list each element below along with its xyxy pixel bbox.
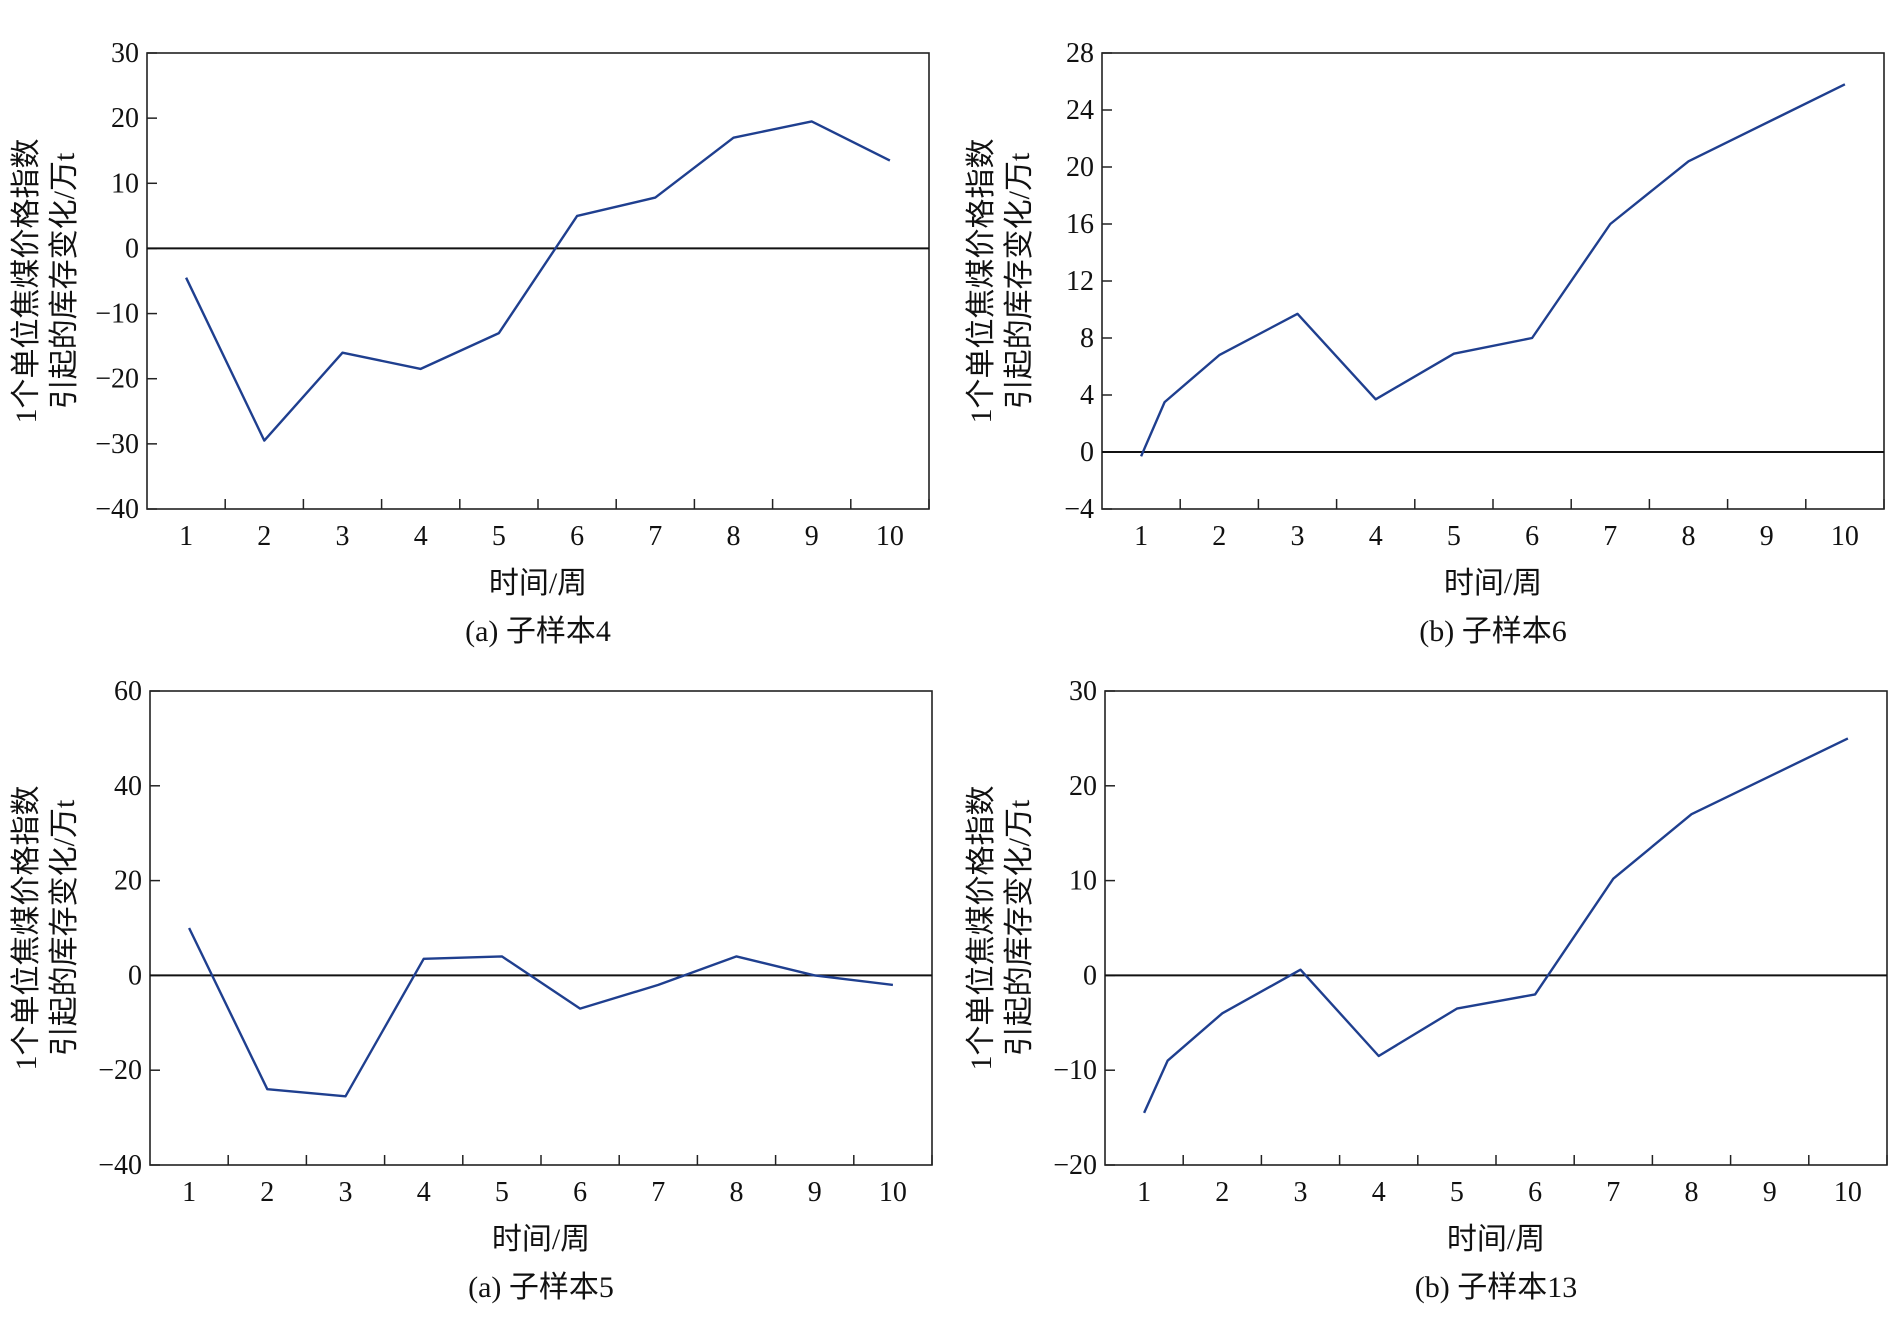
y-tick-label: 20 (1066, 152, 1094, 183)
series-line (1143, 737, 1849, 1114)
x-tick-label: 2 (257, 521, 271, 552)
chart-panel-4: 30 20 10 0 −10 −20 1 2 3 4 5 6 7 8 9 10 时间/周 (b) 子样本13 1个单… (965, 676, 1888, 1304)
x-tick-label: 5 (1450, 1177, 1464, 1208)
y-axis-title-line: 1个单位焦煤价格指数 (10, 786, 43, 1071)
y-axis-title-line: 1个单位焦煤价格指数 (965, 786, 998, 1071)
x-axis-title: 时间/周 (1447, 1223, 1545, 1256)
chart-panel-1: 30 20 10 0 −10 −20 −30 −40 1 2 3 4 5 6 7 8 9 10 时间/周 (a) 子样… (10, 38, 930, 648)
y-tick-label: 0 (1083, 960, 1097, 991)
y-tick-label: −10 (95, 299, 139, 330)
x-tick-label: 4 (1369, 521, 1383, 552)
x-tick-label: 8 (727, 521, 741, 552)
chart-panel-3: 60 40 20 0 −20 −40 1 2 3 4 5 6 7 8 9 10 时间/周 (a) 子样本5 1个单位… (10, 676, 933, 1304)
chart-caption: (a) 子样本4 (465, 615, 611, 648)
x-tick-label: 10 (876, 521, 904, 552)
y-tick-label: 20 (1069, 771, 1097, 802)
y-axis-title-line: 1个单位焦煤价格指数 (10, 139, 43, 424)
y-tick-label: 12 (1066, 266, 1094, 297)
y-tick-label: −40 (95, 494, 139, 525)
x-axis-title: 时间/周 (489, 567, 587, 600)
x-axis-title: 时间/周 (1444, 567, 1542, 600)
x-tick-label: 2 (260, 1177, 274, 1208)
x-tick-label: 3 (1294, 1177, 1308, 1208)
x-tick-label: 8 (1685, 1177, 1699, 1208)
y-axis-title-line: 1个单位焦煤价格指数 (965, 139, 998, 424)
y-tick-label: −10 (1053, 1055, 1097, 1086)
x-tick-label: 1 (182, 1177, 196, 1208)
y-tick-label: 60 (114, 676, 142, 707)
x-tick-label: 9 (805, 521, 819, 552)
x-tick-label: 5 (492, 521, 506, 552)
x-tick-label: 3 (339, 1177, 353, 1208)
x-tick-label: 5 (495, 1177, 509, 1208)
x-tick-label: 10 (879, 1177, 907, 1208)
y-axis-title-line: 引起的库存变化/万t (1003, 799, 1036, 1056)
y-tick-label: 28 (1066, 38, 1094, 69)
x-tick-label: 4 (1372, 1177, 1386, 1208)
y-tick-label: 40 (114, 771, 142, 802)
y-tick-label: 10 (1069, 866, 1097, 897)
x-tick-label: 2 (1215, 1177, 1229, 1208)
y-axis-title-line: 引起的库存变化/万t (1003, 152, 1036, 409)
y-tick-label: 0 (128, 960, 142, 991)
x-tick-label: 10 (1831, 521, 1859, 552)
x-tick-label: 3 (336, 521, 350, 552)
y-tick-label: −20 (95, 364, 139, 395)
x-tick-label: 9 (808, 1177, 822, 1208)
y-tick-label: 20 (111, 103, 139, 134)
y-tick-label: 20 (114, 866, 142, 897)
plot-frame (149, 690, 933, 1166)
y-tick-label: −20 (98, 1055, 142, 1086)
series-line (188, 927, 894, 1098)
plot-frame (1104, 690, 1888, 1166)
x-tick-label: 10 (1834, 1177, 1862, 1208)
y-tick-label: 0 (1080, 437, 1094, 468)
x-tick-label: 4 (414, 521, 428, 552)
y-tick-label: 8 (1080, 323, 1094, 354)
y-tick-label: 4 (1080, 380, 1094, 411)
x-tick-label: 7 (651, 1177, 665, 1208)
chart-caption: (b) 子样本13 (1415, 1271, 1577, 1304)
x-tick-label: 6 (573, 1177, 587, 1208)
y-tick-label: 30 (1069, 676, 1097, 707)
x-tick-label: 9 (1760, 521, 1774, 552)
y-tick-label: −40 (98, 1150, 142, 1181)
y-tick-label: 0 (125, 233, 139, 264)
y-tick-label: −30 (95, 429, 139, 460)
x-tick-label: 8 (730, 1177, 744, 1208)
x-tick-label: 7 (1606, 1177, 1620, 1208)
y-tick-label: −4 (1064, 494, 1094, 525)
series-line (185, 120, 891, 442)
x-tick-label: 1 (179, 521, 193, 552)
y-axis-title-line: 引起的库存变化/万t (48, 799, 81, 1056)
chart-caption: (b) 子样本6 (1419, 615, 1566, 648)
x-tick-label: 7 (1603, 521, 1617, 552)
series-line (1139, 83, 1846, 457)
x-tick-label: 1 (1134, 521, 1148, 552)
x-tick-label: 2 (1212, 521, 1226, 552)
plot-frame (1101, 52, 1885, 510)
x-tick-label: 8 (1682, 521, 1696, 552)
x-tick-label: 6 (570, 521, 584, 552)
x-tick-label: 7 (648, 521, 662, 552)
x-tick-label: 4 (417, 1177, 431, 1208)
y-tick-label: 30 (111, 38, 139, 69)
x-tick-label: 6 (1528, 1177, 1542, 1208)
y-tick-label: 24 (1066, 95, 1094, 126)
x-tick-label: 5 (1447, 521, 1461, 552)
y-tick-label: 16 (1066, 209, 1094, 240)
y-tick-label: 10 (111, 168, 139, 199)
chart-caption: (a) 子样本5 (468, 1271, 614, 1304)
y-tick-label: −20 (1053, 1150, 1097, 1181)
y-axis-title-line: 引起的库存变化/万t (48, 152, 81, 409)
x-tick-label: 6 (1525, 521, 1539, 552)
x-tick-label: 3 (1291, 521, 1305, 552)
x-tick-label: 1 (1137, 1177, 1151, 1208)
x-axis-title: 时间/周 (492, 1223, 590, 1256)
x-tick-label: 9 (1763, 1177, 1777, 1208)
